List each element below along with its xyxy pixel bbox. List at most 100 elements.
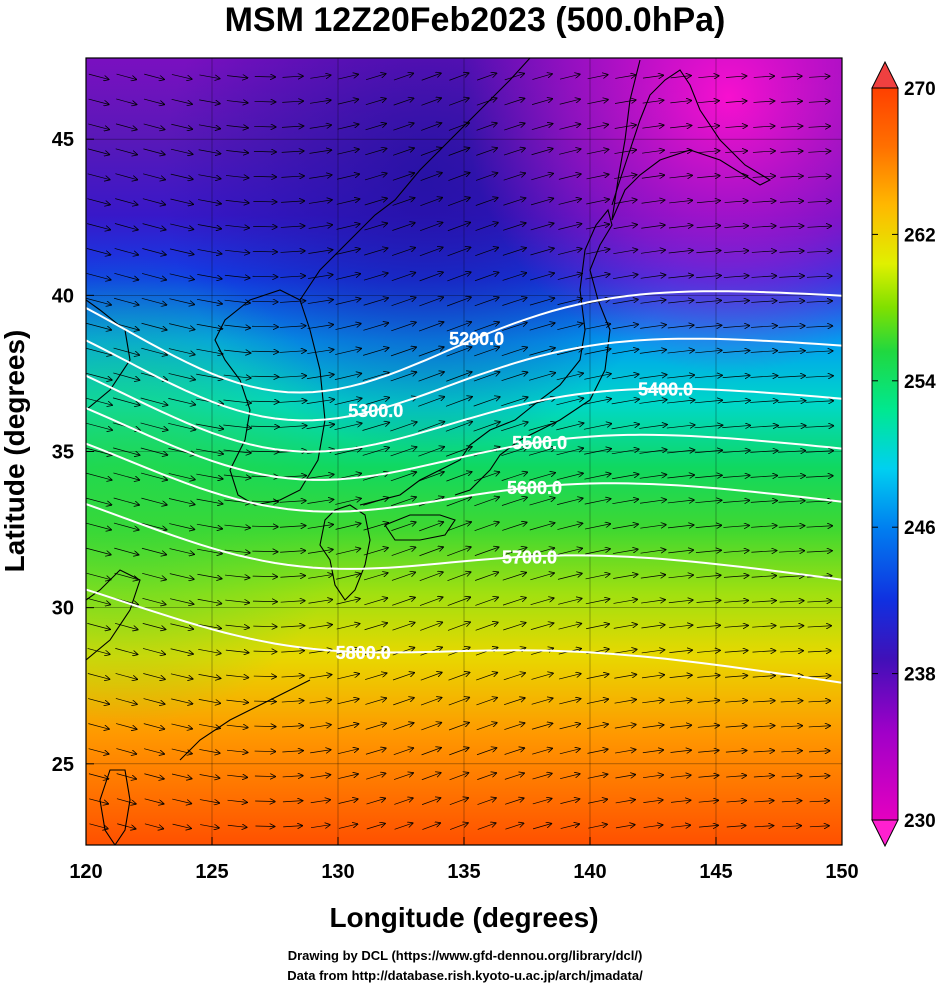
wind-arrow [448, 173, 469, 181]
wind-arrow [643, 800, 662, 803]
wind-arrow [781, 76, 801, 77]
wind-arrow [199, 99, 220, 104]
wind-arrow [393, 148, 414, 156]
wind-arrow [224, 550, 250, 553]
wind-arrow [449, 748, 468, 756]
wind-arrow [391, 297, 416, 307]
wind-arrow [781, 751, 802, 752]
wind-arrow [88, 773, 108, 779]
wind-arrow [224, 575, 249, 578]
wind-arrow [640, 525, 665, 529]
wind-arrow [310, 775, 330, 778]
wind-arrow [781, 801, 801, 802]
wind-arrow [806, 551, 832, 552]
wind-arrow [778, 501, 805, 503]
wind-arrow [335, 524, 361, 530]
wind-arrow [88, 73, 109, 79]
wind-arrow [391, 273, 415, 281]
wind-arrow [280, 551, 305, 553]
wind-arrow [722, 475, 750, 477]
wind-arrow [615, 825, 635, 828]
contour-label: 5500.0 [512, 433, 567, 453]
wind-arrow [448, 698, 469, 706]
wind-arrow [559, 749, 580, 755]
wind-arrow [504, 773, 524, 780]
wind-arrow [279, 326, 306, 328]
wind-arrow [421, 748, 441, 756]
wind-arrow [532, 774, 552, 780]
wind-arrow [282, 801, 302, 802]
russia-coast [299, 58, 531, 301]
wind-arrow [475, 198, 498, 206]
wind-arrow [86, 298, 110, 304]
wind-arrow [171, 723, 192, 729]
wind-arrow [531, 124, 553, 131]
wind-arrow [725, 751, 747, 753]
wind-arrow [615, 750, 635, 754]
wind-arrow [170, 648, 193, 654]
wind-arrow [642, 725, 664, 728]
wind-arrow [583, 399, 611, 405]
wind-arrow [113, 372, 139, 380]
wind-arrow [530, 198, 553, 206]
wind-arrow [809, 776, 829, 777]
wind-arrow [532, 74, 552, 80]
wind-arrow [115, 123, 137, 130]
wind-arrow [505, 823, 523, 830]
wind-arrow [723, 525, 749, 527]
wind-arrow [723, 500, 749, 502]
wind-arrow [86, 248, 110, 255]
wind-arrow [448, 198, 470, 206]
wind-arrow [392, 623, 414, 631]
wind-arrow [170, 173, 193, 179]
y-tick-label: 30 [52, 598, 74, 620]
wind-arrow [584, 324, 610, 330]
wind-arrow [364, 648, 387, 655]
sakhalin-coast [611, 59, 641, 221]
wind-arrow [420, 148, 442, 156]
wind-arrow [420, 673, 442, 681]
wind-arrow [667, 500, 694, 503]
wind-arrow [280, 601, 305, 603]
wind-arrow [365, 74, 385, 80]
wind-arrow [393, 98, 414, 106]
wind-arrow [391, 497, 416, 507]
wind-arrow [641, 625, 664, 628]
wind-arrow [226, 675, 248, 677]
wind-arrow [446, 522, 471, 532]
wind-arrow [419, 297, 443, 307]
wind-arrow [390, 472, 416, 482]
wind-arrow [254, 776, 275, 777]
wind-arrow [667, 525, 693, 528]
wind-arrow [113, 347, 140, 355]
wind-arrow [614, 700, 636, 704]
wind-arrow [474, 347, 499, 357]
wind-arrow [780, 176, 802, 177]
wind-arrow [584, 349, 611, 355]
wind-arrow [749, 426, 778, 428]
wind-arrow [750, 401, 778, 403]
wind-arrow [225, 200, 249, 203]
wind-arrow [279, 351, 305, 353]
wind-arrow [613, 200, 637, 204]
taiwan-coast [99, 769, 131, 845]
wind-arrow [224, 525, 249, 528]
wind-arrow [640, 300, 665, 304]
wind-arrow [779, 576, 803, 577]
wind-arrow [502, 273, 527, 281]
wind-arrow [366, 824, 385, 830]
wind-arrow [722, 425, 750, 427]
wind-arrow [694, 425, 723, 428]
wind-arrow [88, 123, 109, 129]
wind-arrow [447, 223, 470, 232]
wind-arrow [502, 598, 526, 606]
x-tick-label: 150 [825, 861, 858, 883]
wind-arrow [476, 73, 496, 81]
wind-arrow [143, 148, 164, 155]
wind-arrow [199, 724, 220, 728]
wind-arrow [420, 698, 441, 706]
wind-arrow [584, 524, 610, 530]
wind-arrow [585, 274, 609, 280]
wind-arrow [116, 73, 137, 79]
wind-arrow [86, 497, 111, 505]
